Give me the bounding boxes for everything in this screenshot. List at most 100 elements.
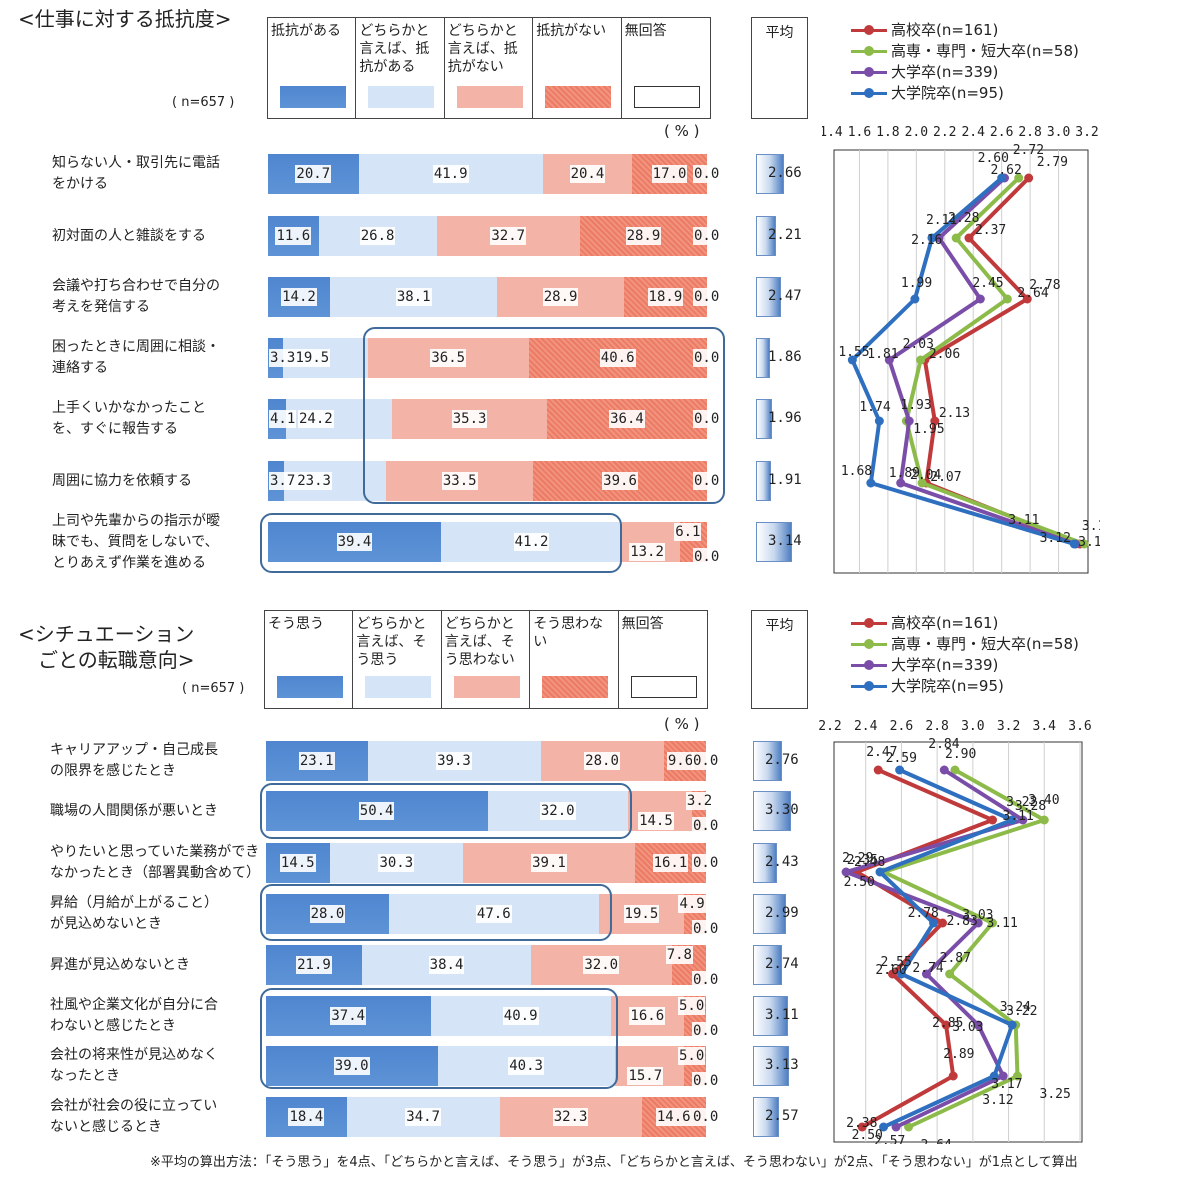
top-point-label: 3.12 (1040, 531, 1071, 546)
top-value-label: 40.6 (599, 349, 636, 367)
bottom-series-point (904, 1122, 914, 1132)
bottom-series-point (938, 918, 947, 928)
top-series-point (874, 416, 884, 426)
top-row-label-line: 考えを発信する (52, 299, 150, 315)
top-avg-bar (756, 154, 784, 194)
bottom-row-label-line: 社風や企業文化が自分に合 (50, 997, 218, 1013)
top-value-label: 24.2 (297, 410, 334, 428)
top-value-label: 36.5 (430, 349, 467, 367)
top-row-label-line: 初対面の人と雑談をする (52, 227, 206, 244)
top-point-label: 2.06 (929, 347, 960, 362)
bottom-avg-value: 3.13 (765, 1057, 799, 1073)
bottom-series-point (998, 1071, 1008, 1081)
bottom-series-point (1007, 1020, 1017, 1030)
top-bar-row (268, 461, 707, 501)
bottom-category-legend: そう思う どちらかと 言えば、そ う思う どちらかと 言えば、そ う思わない そう思わない無回… (264, 610, 708, 709)
top-point-label: 2.79 (1037, 155, 1068, 170)
bottom-axis-tick: 2.6 (890, 719, 913, 734)
bottom-series-legend-item: 大学卒(n=339) (851, 654, 998, 675)
bottom-value-label: 21.9 (296, 956, 332, 974)
top-legend-text: 抵抗がない (536, 23, 607, 39)
top-legend-text: 抵抗がある (271, 23, 341, 39)
top-avg-bar (756, 522, 792, 562)
top-value-label: 3.7 (269, 472, 297, 490)
top-series-point (927, 233, 937, 243)
top-row-label-line: 上手くいかなかったこと (52, 400, 206, 416)
top-row-label: 初対面の人と雑談をする (52, 226, 206, 247)
top-axis-tick: 1.4 (822, 125, 843, 140)
top-line-chart: 1.4 1.6 1.8 2.0 2.2 2.4 2.6 2.8 3.0 3.22.792.372.… (822, 125, 1100, 574)
bottom-value-label: 5.0 (678, 1047, 706, 1065)
bottom-series-point (1018, 815, 1028, 825)
bottom-series-legend-dot (864, 681, 874, 691)
top-legend-swatch (456, 86, 523, 108)
bottom-value-label: 5.0 (677, 997, 706, 1015)
top-bar-segment (580, 216, 707, 256)
top-value-label-na: 0.0 (693, 410, 721, 428)
top-point-label: 2.72 (1013, 143, 1044, 158)
bottom-series-line (881, 768, 1047, 1129)
top-series-point (930, 416, 940, 426)
top-value-label: 3.3 (269, 349, 297, 367)
bottom-point-label: 3.22 (1006, 1004, 1037, 1019)
top-row-label-line: 知らない人・取引先に電話 (52, 155, 220, 171)
bottom-series-legend-name: 大学院卒(n=95) (891, 677, 1004, 695)
bottom-value-label: 19.5 (623, 905, 660, 923)
bottom-avg-value: 2.57 (765, 1108, 799, 1124)
top-legend-swatch (280, 86, 346, 108)
top-legend-cell: 抵抗がある (268, 18, 357, 118)
top-avg-value: 2.47 (768, 288, 802, 304)
bottom-legend-text: どちらかと (356, 616, 427, 632)
top-axis-tick: 1.8 (876, 125, 899, 140)
bottom-point-label: 2.78 (908, 906, 939, 921)
bottom-legend-text: う思う (356, 652, 399, 668)
bottom-series-point (857, 1122, 867, 1132)
top-row-label: 困ったときに周囲に相談・ 連絡する (52, 337, 220, 379)
bottom-point-label: 2.83 (947, 914, 978, 929)
bottom-axis-tick: 3.4 (1033, 719, 1057, 734)
top-legend-cell: 抵抗がない (533, 18, 622, 118)
bottom-avg-bar (753, 791, 792, 831)
bottom-value-label-na: 0.0 (692, 854, 720, 872)
top-series-point (847, 355, 857, 365)
bottom-avg-bar (753, 945, 782, 985)
top-series-legend-marker (851, 67, 887, 77)
top-bar-row (268, 154, 707, 194)
top-row-label-line: 会議や打ち合わせで自分の (52, 278, 220, 294)
top-axis-tick: 1.6 (848, 125, 871, 140)
top-point-label: 2.03 (903, 337, 934, 352)
top-row-label-line: とりあえず作業を進める (52, 554, 206, 571)
bottom-avg-bar (753, 843, 777, 883)
top-axis-tick: 2.6 (990, 125, 1013, 140)
bottom-bar-row (266, 996, 706, 1036)
bottom-highlight-box-3 (260, 988, 618, 1089)
bottom-row-label: 職場の人間関係が悪いとき (50, 801, 218, 822)
bottom-row-label: 昇給（月給が上がること） が見込めないとき (50, 893, 218, 935)
bottom-point-label: 2.38 (846, 1116, 877, 1131)
top-point-label: 3.11 (1008, 513, 1039, 528)
top-legend-text: 無回答 (624, 23, 667, 39)
bottom-series-point (895, 765, 905, 775)
bottom-row-label-line: なかったとき（部署異動含めて） (50, 865, 260, 881)
top-value-label: 28.9 (625, 227, 662, 245)
bottom-row-label-line: わないと感じたとき (50, 1018, 176, 1034)
top-n-label: ( n=657 ) (172, 95, 235, 110)
top-avg-value: 1.86 (768, 349, 802, 365)
top-row-label: 上手くいかなかったこと を、すぐに報告する (52, 398, 206, 440)
bottom-value-label: 14.5 (638, 812, 674, 830)
bottom-axis-tick: 2.4 (854, 719, 878, 734)
bottom-series-legend-name: 大学卒(n=339) (891, 656, 999, 674)
top-legend-swatch (368, 86, 435, 108)
top-legend-swatch (633, 86, 700, 108)
bottom-point-label: 2.55 (881, 955, 912, 970)
top-series-legend-marker (851, 25, 887, 35)
bottom-avg-value: 3.11 (765, 1007, 799, 1023)
bottom-value-label: 18.4 (288, 1108, 325, 1126)
top-point-label: 2.28 (948, 211, 979, 226)
bottom-legend-swatch (453, 676, 520, 698)
top-series-point (884, 355, 894, 365)
bottom-value-label: 23.1 (298, 752, 335, 770)
bottom-series-point (939, 765, 949, 775)
top-point-label: 2.62 (991, 163, 1022, 178)
top-legend-text: 抗がある (359, 59, 416, 75)
